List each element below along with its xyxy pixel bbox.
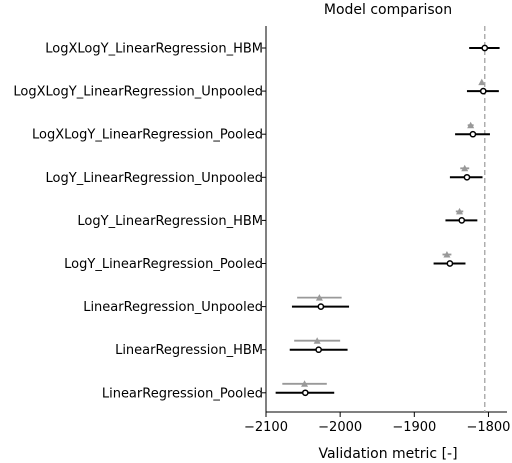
x-tick-label: −1800 [466,420,510,435]
secondary-marker [313,337,321,344]
x-axis-label: Validation metric [-] [318,446,457,462]
y-tick-label: LinearRegression_HBM [115,343,263,358]
x-tick-label: −2000 [318,420,362,435]
y-tick-label: LogY_LinearRegression_Pooled [64,257,263,272]
secondary-marker [467,121,475,129]
secondary-marker [461,164,469,172]
x-tick-label: −2100 [244,420,288,435]
main-marker [463,173,471,181]
main-marker [481,44,489,52]
y-tick-label: LinearRegression_Unpooled [83,300,263,315]
main-marker [317,303,325,310]
main-marker [315,346,322,354]
y-tick-label: LogY_LinearRegression_Unpooled [46,171,263,186]
secondary-marker [478,78,486,86]
secondary-marker [456,207,464,215]
main-marker [479,87,487,95]
main-marker [301,389,309,397]
x-tick-label: −1900 [392,420,436,435]
y-tick-label: LogXLogY_LinearRegression_Pooled [32,128,263,143]
main-marker [458,217,466,224]
plot-area: −2100 −2000 −1900 −1800 LogXLogY_LinearRegre… [13,26,510,435]
main-marker [446,260,454,267]
y-tick-label: LogXLogY_LinearRegression_HBM [45,42,263,57]
secondary-marker [301,380,309,387]
chart-title: Model comparison [324,2,452,18]
main-marker [469,130,477,138]
secondary-marker [315,294,323,301]
y-tick-label: LinearRegression_Pooled [102,386,263,401]
secondary-marker [443,251,451,258]
y-tick-label: LogY_LinearRegression_HBM [77,214,263,229]
y-tick-label: LogXLogY_LinearRegression_Unpooled [13,85,263,100]
